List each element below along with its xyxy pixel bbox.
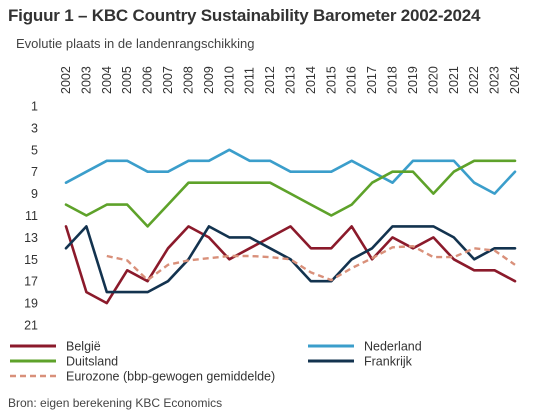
x-axis-ticks: 2002 2003 2004 2005 2006 2007 2008 2009 2010 2011…: [59, 66, 522, 94]
x-tick-label: 2008: [181, 66, 195, 94]
x-tick-label: 2012: [263, 66, 277, 94]
legend-label: Eurozone (bbp-gewogen gemiddelde): [66, 370, 275, 384]
legend-label: België: [66, 340, 101, 354]
y-tick-label: 17: [24, 275, 38, 289]
x-tick-label: 2013: [284, 66, 298, 94]
x-tick-label: 2020: [426, 66, 440, 94]
x-tick-label: 2003: [79, 66, 93, 94]
x-tick-label: 2010: [222, 66, 236, 94]
series-line: [106, 245, 516, 282]
x-tick-label: 2007: [161, 66, 175, 94]
x-tick-label: 2002: [59, 66, 73, 94]
x-tick-label: 2017: [365, 66, 379, 94]
x-tick-label: 2024: [508, 66, 522, 94]
y-tick-label: 7: [31, 165, 38, 179]
y-tick-label: 1: [31, 100, 38, 114]
chart-title: Figuur 1 – KBC Country Sustainability Ba…: [8, 6, 481, 25]
x-tick-label: 2014: [304, 66, 318, 94]
x-tick-label: 2019: [406, 66, 420, 94]
y-tick-label: 13: [24, 231, 38, 245]
y-tick-label: 3: [31, 121, 38, 135]
series-line: [64, 148, 517, 195]
series-line: [64, 225, 517, 305]
y-tick-label: 11: [25, 209, 38, 223]
legend-label: Frankrijk: [364, 355, 413, 369]
y-tick-label: 5: [31, 143, 38, 157]
x-tick-label: 2011: [243, 67, 257, 94]
source-note: Bron: eigen berekening KBC Economics: [8, 396, 223, 410]
y-tick-label: 21: [24, 319, 38, 333]
chart-legend: België Nederland Duitsland Frankrijk Eurozon…: [10, 340, 422, 384]
y-tick-label: 15: [24, 253, 38, 267]
x-tick-label: 2005: [120, 66, 134, 94]
chart-lines: [64, 148, 517, 305]
series-line: [64, 225, 517, 294]
chart-subtitle: Evolutie plaats in de landenrangschikkin…: [16, 36, 255, 51]
series-line: [64, 159, 517, 228]
x-tick-label: 2006: [141, 66, 155, 94]
x-tick-label: 2015: [324, 66, 338, 94]
y-tick-label: 9: [31, 187, 38, 201]
x-tick-label: 2016: [345, 66, 359, 94]
x-tick-label: 2021: [447, 66, 461, 94]
x-tick-label: 2009: [202, 66, 216, 94]
x-tick-label: 2018: [386, 66, 400, 94]
y-tick-label: 19: [24, 297, 38, 311]
x-tick-label: 2023: [488, 66, 502, 94]
legend-label: Nederland: [364, 340, 422, 354]
x-tick-label: 2022: [467, 66, 481, 94]
x-tick-label: 2004: [100, 66, 114, 94]
legend-label: Duitsland: [66, 355, 118, 369]
